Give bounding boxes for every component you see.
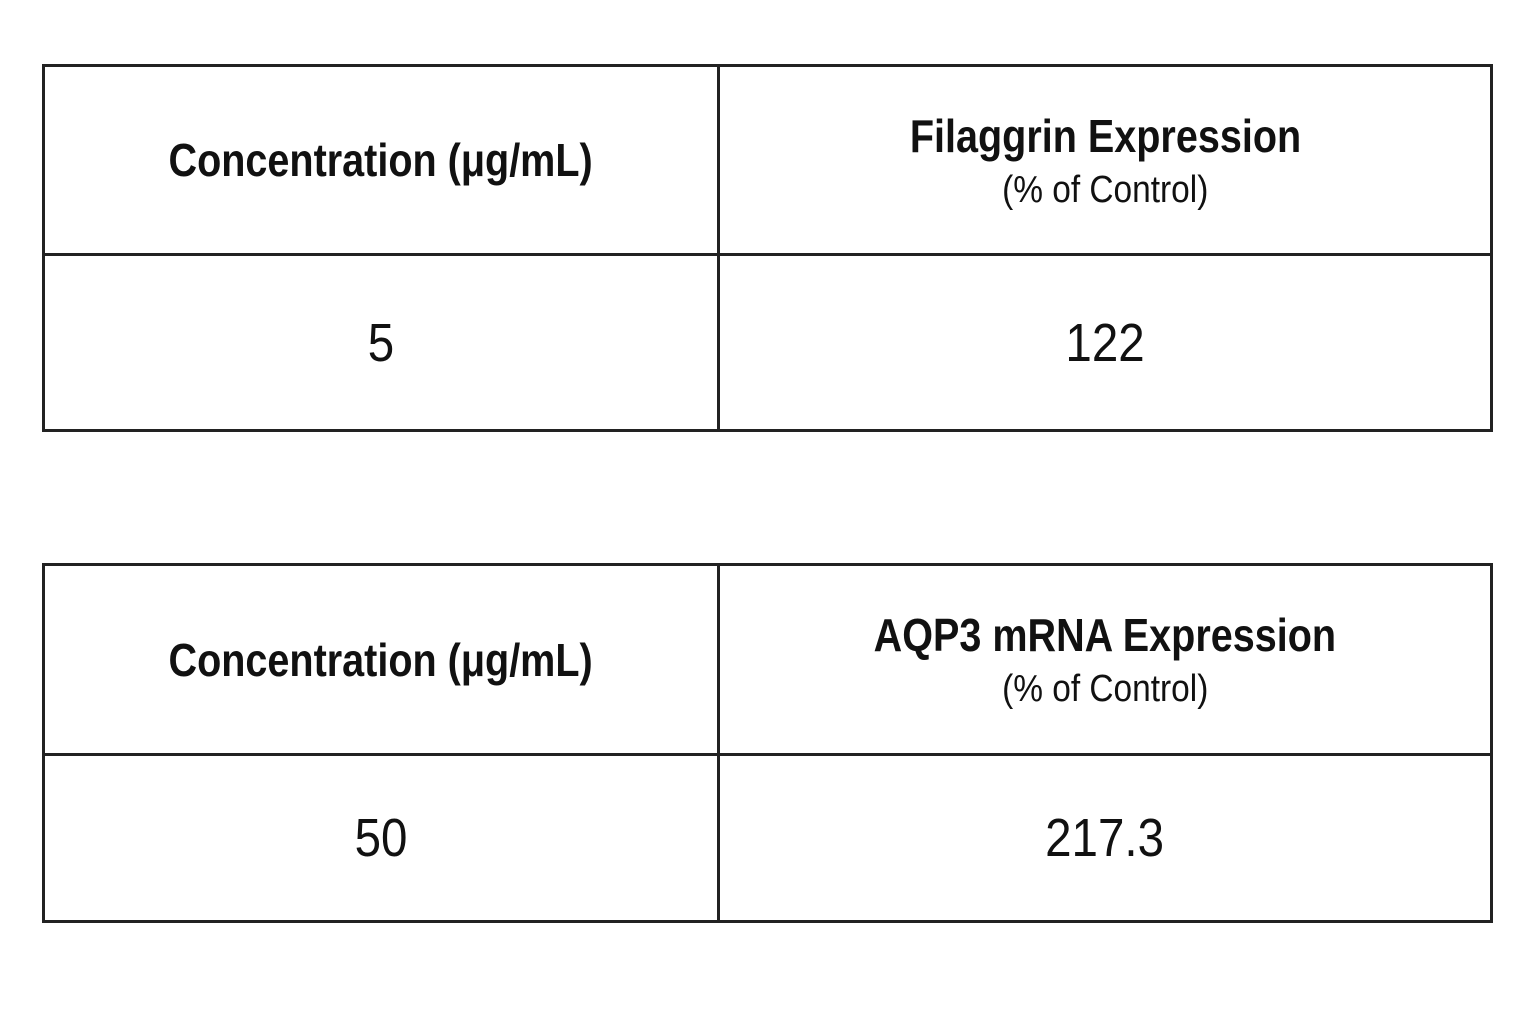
header-text: Concentration (μg/mL) xyxy=(168,633,594,686)
cell-value: 122 xyxy=(1065,312,1145,373)
header-cell: Concentration (μg/mL) xyxy=(45,566,720,753)
cell-value: 5 xyxy=(367,312,395,373)
cell-value: 217.3 xyxy=(1045,808,1165,868)
cell: 50 xyxy=(45,756,720,920)
header-text: Filaggrin Expression xyxy=(909,109,1301,162)
header-row: Concentration (μg/mL) AQP3 mRNA Expressi… xyxy=(45,566,1490,753)
header-unit: (% of Control) xyxy=(1001,168,1209,211)
cell: 5 xyxy=(45,256,720,429)
header-text: Concentration (μg/mL) xyxy=(168,134,594,186)
header-row: Concentration (μg/mL) Filaggrin Expressi… xyxy=(45,67,1490,253)
header-cell: AQP3 mRNA Expression (% of Control) xyxy=(720,566,1490,753)
header-text: AQP3 mRNA Expression xyxy=(873,609,1337,661)
header-unit: (% of Control) xyxy=(1001,668,1209,710)
header-cell: Concentration (μg/mL) xyxy=(45,67,720,253)
cell: 217.3 xyxy=(720,756,1490,920)
data-row: 5 122 xyxy=(45,253,1490,429)
cell-value: 50 xyxy=(354,808,408,868)
table: Concentration (μg/mL) Filaggrin Expressi… xyxy=(42,64,1493,432)
data-row: 50 217.3 xyxy=(45,753,1490,920)
header-cell: Filaggrin Expression (% of Control) xyxy=(720,67,1490,253)
cell: 122 xyxy=(720,256,1490,429)
table: Concentration (μg/mL) AQP3 mRNA Expressi… xyxy=(42,563,1493,923)
